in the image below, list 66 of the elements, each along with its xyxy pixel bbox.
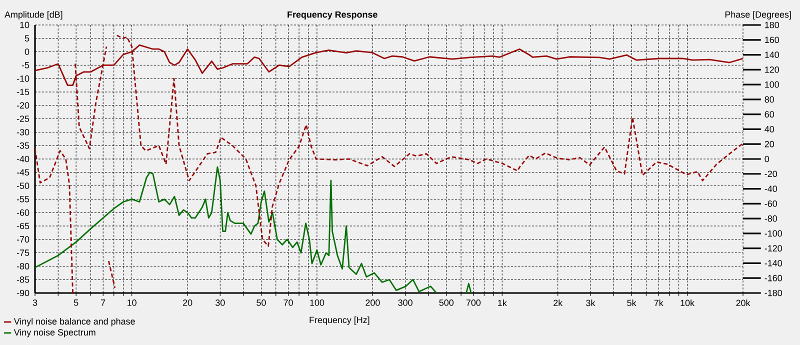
x-tick-label: 70: [284, 300, 293, 306]
y2-tick-label: -160: [764, 274, 782, 282]
y-tick-label: -75: [16, 250, 30, 256]
y-tick-label: -25: [16, 116, 30, 122]
legend-label: Vinyl noise balance and phase: [14, 318, 135, 326]
y-axis-title: Amplitude [dB]: [4, 11, 62, 20]
x-tick-label: 50: [256, 300, 266, 306]
x-tick-label: 2k: [554, 300, 563, 306]
y2-tick-label: 40: [764, 126, 774, 132]
y2-tick-label: -180: [764, 290, 782, 296]
y2-tick-label: 160: [765, 36, 780, 44]
chart-title: Frequency Response: [288, 11, 378, 20]
x-tick-label: 200: [366, 300, 380, 306]
x-tick-label: 3: [32, 300, 38, 306]
y-tick-label: -35: [16, 142, 30, 149]
x-tick-label: 7k: [654, 300, 664, 306]
y-tick-label: -40: [16, 156, 30, 162]
y-tick-label: -85: [16, 276, 30, 283]
y2-tick-label: 60: [764, 111, 774, 118]
y-tick-label: 5: [24, 35, 30, 42]
y-tick-label: -55: [16, 196, 30, 202]
x-tick-label: 10: [128, 300, 136, 306]
y2-tick-label: -40: [764, 186, 778, 192]
y2-tick-label: -60: [764, 200, 778, 207]
x-tick-label: 3k: [586, 300, 596, 306]
y2-tick-label: 0: [764, 156, 770, 162]
y-tick-label: -80: [16, 263, 30, 270]
y-tick-label: -60: [16, 209, 30, 216]
y2-tick-label: 140: [765, 52, 780, 58]
y-tick-label: -65: [16, 222, 30, 230]
x-tick-label: 20: [183, 300, 192, 306]
y-tick-label: -70: [16, 236, 30, 243]
y2-tick-label: -140: [764, 260, 782, 266]
y2-tick-label: 20: [764, 140, 774, 148]
x-tick-label: 300: [398, 300, 412, 306]
x-tick-label: 30: [216, 300, 225, 306]
y2-axis-title: Phase [Degrees]: [725, 11, 791, 20]
y-tick-label: -30: [16, 129, 30, 136]
legend-label: Viny noise Spectrum: [14, 328, 96, 338]
y-tick-label: 0: [24, 48, 30, 55]
y-tick-label: -10: [16, 75, 30, 82]
x-tick-label: 20k: [736, 300, 750, 306]
y2-tick-label: 80: [764, 96, 774, 103]
y-tick-label: -15: [16, 88, 30, 96]
y2-tick-label: -120: [764, 245, 782, 252]
y2-tick-label: 100: [765, 81, 780, 88]
x-tick-label: 5: [74, 300, 78, 306]
y2-tick-label: -100: [764, 230, 782, 237]
y2-tick-label: -20: [764, 170, 778, 178]
y-tick-label: -50: [16, 182, 30, 189]
x-tick-label: 500: [439, 300, 454, 306]
y2-tick-label: 180: [765, 22, 780, 28]
y-tick-label: -20: [16, 102, 30, 109]
x-tick-label: 700: [466, 300, 481, 306]
x-tick-label: 5k: [627, 300, 636, 306]
x-tick-label: 100: [310, 300, 324, 306]
x-tick-label: 1k: [498, 300, 507, 306]
y-tick-label: -90: [16, 290, 30, 296]
y-tick-label: 10: [20, 22, 30, 28]
x-axis-title: Frequency [Hz]: [310, 316, 370, 325]
y2-tick-label: -80: [764, 215, 778, 222]
y-tick-label: -45: [16, 169, 30, 176]
x-tick-label: 10k: [680, 300, 695, 306]
y2-tick-label: 120: [765, 66, 780, 73]
y-tick-label: -5: [22, 62, 30, 68]
x-tick-label: 7: [101, 300, 106, 306]
